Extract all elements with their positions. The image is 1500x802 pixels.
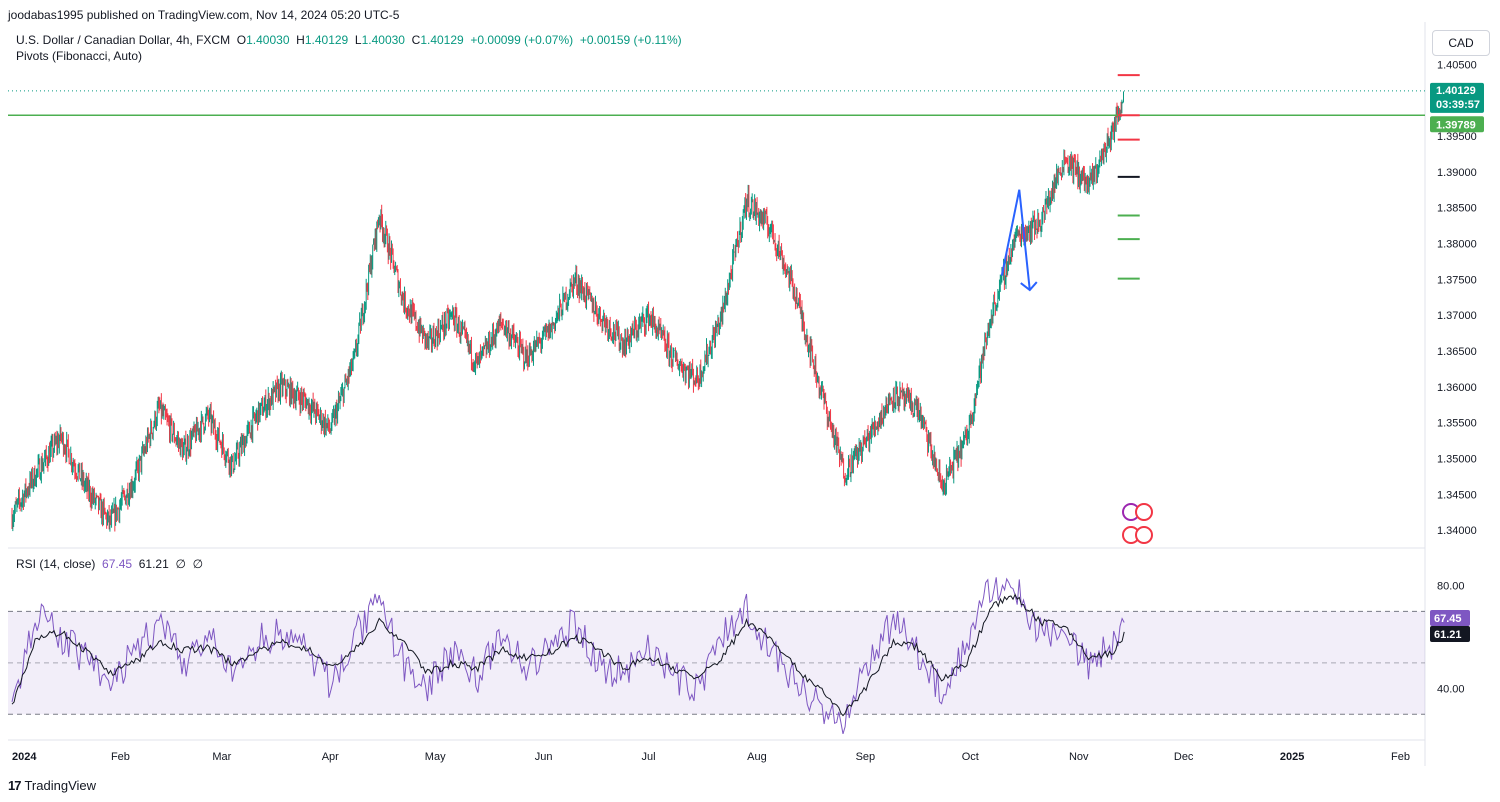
change-value-2: +0.00159 (+0.11%) (579, 33, 682, 47)
open-value: 1.40030 (246, 33, 290, 47)
high-value: 1.40129 (304, 33, 349, 47)
close-value: 1.40129 (420, 33, 464, 47)
rsi-ma-badge (1430, 626, 1470, 643)
price-tick-label: 1.38000 (1437, 238, 1477, 250)
change-value: +0.00099 (+0.07%) (470, 33, 574, 47)
time-tick-label: Nov (1069, 751, 1089, 763)
rsi-legend: RSI (14, close) 67.45 61.21 ∅ ∅ (16, 557, 203, 571)
price-tick-label: 1.34500 (1437, 489, 1477, 501)
overlays-group (8, 74, 1425, 292)
flag-icon-1[interactable] (1135, 503, 1153, 521)
time-tick-label: Feb (111, 751, 130, 763)
rsi-badge (1430, 609, 1470, 626)
footer[interactable]: 17 TradingView (8, 778, 96, 793)
event-icons[interactable] (1122, 503, 1153, 544)
badges-group: 1.40129 03:39:57 1.39789 67.45 61.21 (1430, 82, 1484, 643)
rsi-ma-line (11, 593, 1125, 717)
footer-brand[interactable]: TradingView (24, 778, 97, 793)
symbol-legend: U.S. Dollar / Canadian Dollar, 4h, FXCM … (16, 33, 682, 47)
time-tick-label: Jul (642, 751, 656, 763)
high-label: H (296, 33, 305, 47)
rsi-name[interactable]: RSI (14, close) (16, 557, 96, 571)
last-price-text: 1.40129 (1436, 85, 1476, 97)
time-tick-label: May (425, 751, 446, 763)
time-tick-label: Jun (535, 751, 553, 763)
price-tick-label: 1.39500 (1437, 131, 1477, 143)
flag-icon-3[interactable] (1135, 526, 1153, 544)
low-value: 1.40030 (361, 33, 405, 47)
price-tick-label: 1.36000 (1437, 382, 1477, 394)
price-tick-label: 1.34000 (1437, 525, 1477, 537)
candles-group (11, 91, 1125, 532)
time-tick-label: Oct (962, 751, 979, 763)
rsi-value: 67.45 (102, 557, 133, 571)
price-tick-label: 1.36500 (1437, 346, 1477, 358)
rsi-group (11, 577, 1125, 735)
time-tick-label: Sep (856, 751, 876, 763)
time-tick-label: Mar (212, 751, 231, 763)
symbol-name[interactable]: U.S. Dollar / Canadian Dollar, 4h, FXCM (16, 33, 231, 47)
price-tick-label: 1.39000 (1437, 167, 1477, 179)
level-badge (1430, 116, 1484, 133)
rsi-line (11, 577, 1125, 735)
rsi-tick-label: 40.00 (1437, 684, 1465, 696)
time-tick-label: Dec (1174, 751, 1194, 763)
close-label: C (411, 33, 421, 47)
price-tick-label: 1.35000 (1437, 453, 1477, 465)
time-tick-label: Aug (747, 751, 767, 763)
pivots-legend[interactable]: Pivots (Fibonacci, Auto) (16, 49, 143, 63)
rsi-na-2: ∅ (192, 557, 204, 571)
axes-group: 1.40500 1.39500 1.39000 1.38500 1.38000 1.375… (12, 59, 1477, 763)
time-tick-label: 2025 (1280, 751, 1304, 763)
rsi-tick-label: 80.00 (1437, 581, 1465, 593)
publisher-line: joodabas1995 published on TradingView.co… (8, 8, 400, 22)
currency-button[interactable]: CAD (1432, 30, 1490, 56)
arrow-head (1020, 281, 1038, 292)
time-tick-label: 2024 (12, 751, 37, 763)
rsi-badge-text: 67.45 (1434, 613, 1462, 625)
price-tick-label: 1.37000 (1437, 310, 1477, 322)
countdown-text: 03:39:57 (1436, 99, 1480, 111)
open-label: O (236, 33, 247, 47)
price-tick-label: 1.35500 (1437, 418, 1477, 430)
price-tick-label: 1.40500 (1437, 59, 1477, 71)
time-tick-label: Apr (322, 751, 339, 763)
low-label: L (354, 33, 362, 47)
level-text: 1.39789 (1436, 119, 1476, 131)
rsi-ma-value: 61.21 (138, 557, 169, 571)
price-tick-label: 1.37500 (1437, 274, 1477, 286)
rsi-ma-badge-text: 61.21 (1434, 629, 1462, 641)
time-tick-label: Feb (1391, 751, 1410, 763)
last-price-badge (1430, 82, 1484, 113)
arrow-annotation (1000, 189, 1031, 291)
price-tick-label: 1.38500 (1437, 203, 1477, 215)
rsi-na-1: ∅ (175, 557, 186, 571)
tradingview-logo-icon[interactable]: 17 (8, 778, 22, 793)
rsi-band-fill (8, 611, 1425, 715)
